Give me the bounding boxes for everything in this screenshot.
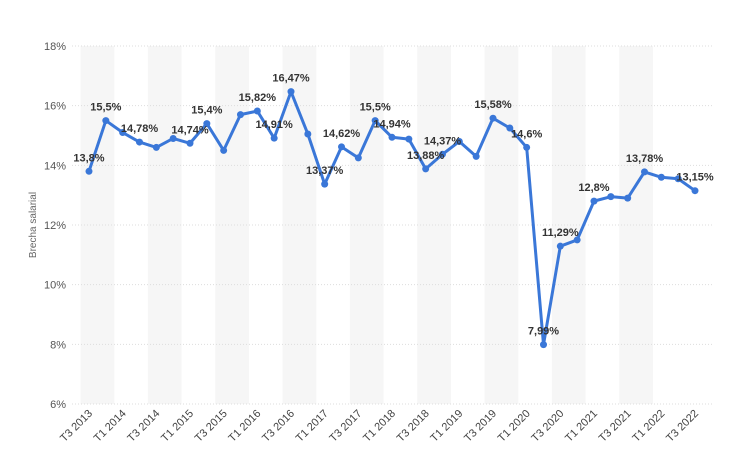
- y-tick-label: 10%: [44, 280, 66, 292]
- y-tick-label: 12%: [44, 220, 66, 232]
- value-label: 14,6%: [511, 128, 542, 140]
- point: [455, 137, 463, 145]
- band: [80, 46, 115, 404]
- x-tick-label: T3 2014: [125, 408, 162, 445]
- band: [147, 46, 182, 404]
- point: [85, 167, 93, 175]
- point: [540, 341, 547, 349]
- value-label: 15,82%: [239, 92, 277, 104]
- point: [203, 120, 211, 128]
- x-tick-label: T1 2014: [92, 408, 129, 445]
- point: [506, 124, 514, 132]
- y-tick-label: 6%: [50, 399, 66, 411]
- point: [186, 139, 194, 147]
- value-label: 14,94%: [373, 118, 411, 130]
- x-tick-label: T1 2022: [630, 408, 667, 445]
- x-tick-label: T1 2020: [496, 408, 533, 445]
- value-label: 11,29%: [542, 227, 579, 239]
- value-label: 15,58%: [474, 99, 512, 111]
- point: [287, 88, 295, 96]
- point: [439, 150, 446, 158]
- y-tick-label: 18%: [44, 41, 66, 53]
- point: [136, 138, 143, 146]
- x-tick-label: T3 2022: [664, 408, 701, 445]
- x-tick-label: T3 2021: [597, 408, 634, 445]
- value-label: 13,37%: [306, 165, 344, 177]
- point: [641, 168, 648, 176]
- y-tick-label: 8%: [50, 339, 66, 351]
- point: [253, 107, 261, 115]
- value-label: 15,5%: [360, 102, 391, 114]
- point: [489, 114, 497, 122]
- point: [119, 129, 127, 137]
- x-tick-label: T1 2018: [361, 408, 398, 445]
- value-label: 14,74%: [171, 124, 209, 136]
- point: [657, 173, 665, 181]
- point: [590, 197, 598, 205]
- x-tick-label: T1 2019: [428, 408, 465, 445]
- point: [573, 236, 581, 244]
- point: [371, 117, 379, 125]
- point: [354, 154, 362, 162]
- x-tick-label: T1 2015: [159, 408, 196, 445]
- x-tick-label: T1 2016: [226, 408, 263, 445]
- point: [152, 143, 160, 151]
- point: [220, 146, 228, 154]
- point: [405, 135, 413, 143]
- point: [388, 133, 396, 141]
- x-tick-label: T3 2018: [395, 408, 432, 445]
- point: [237, 111, 244, 119]
- y-tick-label: 16%: [44, 101, 66, 113]
- band: [551, 46, 586, 404]
- value-label: 13,88%: [407, 150, 445, 162]
- value-label: 12,8%: [578, 182, 609, 194]
- point: [624, 194, 632, 202]
- band: [417, 46, 451, 404]
- point: [691, 187, 699, 195]
- y-tick-label: 14%: [44, 160, 66, 172]
- point: [102, 117, 110, 125]
- point: [270, 134, 278, 142]
- value-label: 15,4%: [191, 105, 222, 117]
- point: [422, 165, 430, 173]
- point: [607, 193, 615, 201]
- value-label: 16,47%: [272, 73, 310, 85]
- x-tick-label: T1 2021: [563, 408, 600, 445]
- value-label: 13,78%: [626, 153, 664, 165]
- x-tick-label: T1 2017: [294, 408, 331, 445]
- point: [338, 143, 345, 151]
- value-label: 13,8%: [73, 152, 104, 164]
- point: [674, 175, 682, 183]
- value-label: 14,37%: [424, 135, 462, 147]
- point: [472, 152, 480, 160]
- value-label: 7,99%: [528, 326, 559, 338]
- point: [304, 130, 312, 138]
- point: [523, 143, 531, 151]
- point: [556, 242, 564, 250]
- value-label: 14,62%: [323, 128, 361, 140]
- value-label: 14,91%: [256, 119, 294, 131]
- x-tick-label: T3 2020: [529, 408, 566, 445]
- x-tick-label: T3 2013: [58, 408, 95, 445]
- point: [169, 134, 177, 142]
- x-tick-label: T3 2015: [193, 408, 230, 445]
- x-tick-label: T3 2017: [327, 408, 364, 445]
- value-label: 15,5%: [90, 102, 121, 114]
- value-label: 13,15%: [676, 172, 714, 184]
- x-tick-label: T3 2019: [462, 408, 499, 445]
- value-label: 14,78%: [121, 123, 159, 135]
- x-tick-label: T3 2016: [260, 408, 297, 445]
- point: [321, 180, 329, 188]
- y-axis-label: Brecha salarial: [28, 192, 39, 258]
